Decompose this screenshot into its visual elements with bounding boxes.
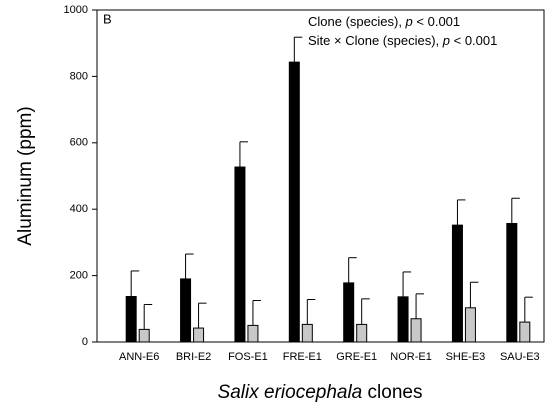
y-tick-label: 0 [82, 336, 88, 348]
x-tick-label: ANN-E6 [119, 351, 159, 363]
bar [343, 282, 355, 343]
x-axis-label: Salix eriocephala clones [218, 382, 423, 403]
annotation: Site × Clone (species), p < 0.001 [308, 33, 497, 48]
bar [138, 328, 150, 343]
panel-label: B [103, 11, 112, 26]
annotation-text: Clone (species), [308, 14, 406, 29]
annotation-text: p [442, 33, 450, 48]
x-tick-label: BRI-E2 [176, 351, 211, 363]
bar [397, 296, 409, 343]
annotation: Clone (species), p < 0.001 [308, 14, 460, 29]
plot-frame [96, 9, 545, 343]
y-tick-label: 1000 [64, 4, 88, 16]
bar [519, 321, 531, 343]
x-tick-label: GRE-E1 [336, 351, 377, 363]
bar [301, 323, 313, 343]
y-tick-label: 400 [70, 203, 88, 215]
y-axis-label: Aluminum (ppm) [15, 106, 36, 245]
bar [125, 296, 137, 343]
x-tick-label: FOS-E1 [228, 351, 268, 363]
bar [247, 324, 259, 343]
annotation-text: < 0.001 [450, 33, 497, 48]
x-tick-label: FRE-E1 [283, 351, 322, 363]
x-tick-label: NOR-E1 [390, 351, 432, 363]
y-tick-label: 600 [70, 137, 88, 149]
bar [451, 224, 463, 343]
bar [193, 327, 205, 343]
y-tick-label: 200 [70, 270, 88, 282]
bar [180, 278, 192, 343]
y-tick-label: 800 [70, 70, 88, 82]
annotation-text: Site × Clone (species), [308, 33, 443, 48]
bar [464, 307, 476, 343]
x-tick-label: SHE-E3 [446, 351, 486, 363]
bar [506, 222, 518, 343]
bar [288, 61, 300, 343]
bar [234, 166, 246, 343]
bar [410, 318, 422, 343]
bar [356, 323, 368, 343]
x-tick-label: SAU-E3 [500, 351, 540, 363]
annotation-text: p [405, 14, 413, 29]
x-axis-label-part: Salix eriocephala [218, 382, 363, 403]
x-axis-label-part: clones [362, 382, 422, 403]
annotation-text: < 0.001 [413, 14, 460, 29]
